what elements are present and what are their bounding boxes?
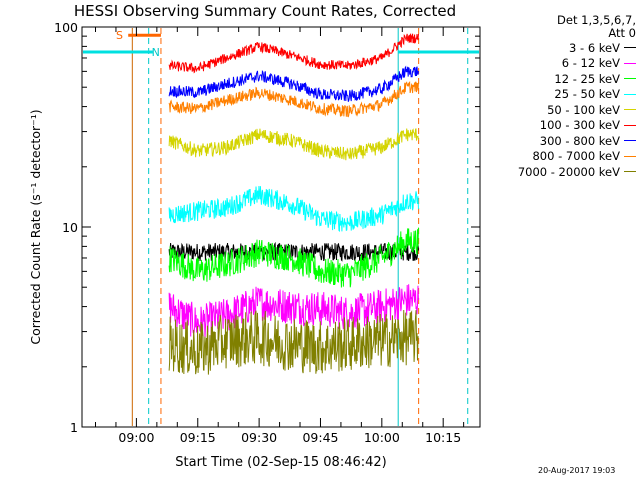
legend-attenuator: Att 0 <box>608 26 636 40</box>
legend-swatch <box>624 171 636 173</box>
legend-label: 12 - 25 keV <box>554 71 620 86</box>
legend: Det 1,3,5,6,7, Att 0 3 - 6 keV 6 - 12 keV… <box>470 14 636 180</box>
series-line-800-7000-kev <box>168 80 419 118</box>
series-line-25-50-kev <box>168 185 419 233</box>
legend-swatch <box>624 124 636 126</box>
legend-label: 6 - 12 keV <box>561 56 620 71</box>
legend-label: 25 - 50 keV <box>554 87 620 102</box>
series-line-100-300-kev <box>168 33 419 74</box>
chart-title: HESSI Observing Summary Count Rates, Cor… <box>74 2 456 20</box>
legend-swatch <box>624 78 636 80</box>
series-line-300-800-kev <box>168 65 419 102</box>
legend-swatch <box>624 109 636 111</box>
series-line-12-25-kev <box>168 227 419 288</box>
night-label: N <box>152 46 160 59</box>
legend-label: 300 - 800 keV <box>539 133 620 148</box>
footer-timestamp: 20-Aug-2017 19:03 <box>538 466 616 475</box>
y-axis: 1 10 100 <box>54 20 480 435</box>
legend-item: 25 - 50 keV <box>470 87 636 103</box>
legend-item: 3 - 6 keV <box>470 40 636 56</box>
y-tick-label: 1 <box>70 420 78 435</box>
legend-item: 300 - 800 keV <box>470 133 636 149</box>
saa-label: S <box>116 29 123 42</box>
x-tick-label: 10:00 <box>364 430 400 445</box>
legend-label: 3 - 6 keV <box>569 40 620 55</box>
plot-frame <box>81 26 481 428</box>
legend-swatch <box>624 140 636 142</box>
x-tick-label: 09:00 <box>118 430 154 445</box>
plot-area: SN <box>83 28 479 426</box>
legend-label: 7000 - 20000 keV <box>517 164 620 179</box>
legend-swatch <box>624 155 636 157</box>
legend-item: 50 - 100 keV <box>470 102 636 118</box>
legend-item: 12 - 25 keV <box>470 71 636 87</box>
legend-item: 7000 - 20000 keV <box>470 164 636 180</box>
series-line-50-100-kev <box>168 128 419 161</box>
x-tick-label: 09:45 <box>302 430 338 445</box>
legend-item: 800 - 7000 keV <box>470 149 636 165</box>
legend-item: 100 - 300 keV <box>470 118 636 134</box>
legend-item: 6 - 12 keV <box>470 56 636 72</box>
x-tick-label: 09:30 <box>241 430 277 445</box>
legend-swatch <box>624 62 636 64</box>
x-axis-label: Start Time (02-Sep-15 08:46:42) <box>175 455 386 470</box>
x-tick-label: 10:15 <box>425 430 461 445</box>
y-tick-label: 100 <box>54 20 78 35</box>
legend-swatch <box>624 93 636 95</box>
y-tick-label: 10 <box>62 220 78 235</box>
legend-label: 800 - 7000 keV <box>532 149 620 164</box>
x-tick-label: 09:15 <box>180 430 216 445</box>
legend-detectors: Det 1,3,5,6,7, <box>557 13 636 27</box>
legend-label: 50 - 100 keV <box>547 102 620 117</box>
legend-swatch <box>624 47 636 49</box>
series-line-7000-20000-kev <box>168 310 419 375</box>
legend-label: 100 - 300 keV <box>539 118 620 133</box>
x-axis: 09:00 09:15 09:30 09:45 10:00 10:15 <box>94 27 465 445</box>
y-axis-label: Corrected Count Rate (s⁻¹ detector⁻¹) <box>28 109 43 344</box>
